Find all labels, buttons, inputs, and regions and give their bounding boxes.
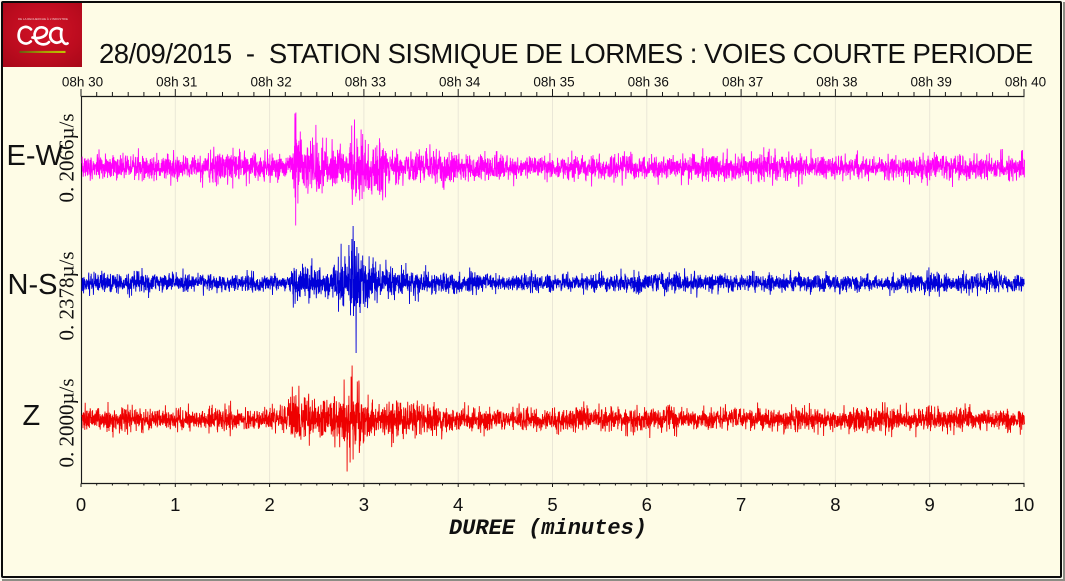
svg-text:08h 32: 08h 32 bbox=[250, 75, 291, 90]
svg-text:08h 40: 08h 40 bbox=[1005, 75, 1046, 90]
svg-text:08h 31: 08h 31 bbox=[156, 75, 197, 90]
svg-text:9: 9 bbox=[925, 494, 935, 515]
svg-text:08h 38: 08h 38 bbox=[816, 75, 857, 90]
svg-text:5: 5 bbox=[547, 494, 557, 515]
svg-text:08h 37: 08h 37 bbox=[722, 75, 763, 90]
svg-text:DE LA RECHERCHE À L'INDUSTRIE: DE LA RECHERCHE À L'INDUSTRIE bbox=[18, 17, 68, 21]
svg-text:08h 33: 08h 33 bbox=[345, 75, 386, 90]
svg-text:4: 4 bbox=[453, 494, 463, 515]
svg-text:08h 34: 08h 34 bbox=[439, 75, 481, 90]
svg-text:2: 2 bbox=[264, 494, 274, 515]
svg-text:08h 30: 08h 30 bbox=[62, 75, 103, 90]
svg-text:08h 39: 08h 39 bbox=[911, 75, 952, 90]
svg-text:6: 6 bbox=[642, 494, 652, 515]
svg-text:08h 35: 08h 35 bbox=[533, 75, 574, 90]
svg-text:0: 0 bbox=[76, 494, 86, 515]
svg-text:10: 10 bbox=[1014, 494, 1035, 515]
svg-text:08h 36: 08h 36 bbox=[628, 75, 669, 90]
svg-text:3: 3 bbox=[359, 494, 369, 515]
svg-text:7: 7 bbox=[736, 494, 746, 515]
svg-text:8: 8 bbox=[830, 494, 840, 515]
svg-text:1: 1 bbox=[170, 494, 180, 515]
